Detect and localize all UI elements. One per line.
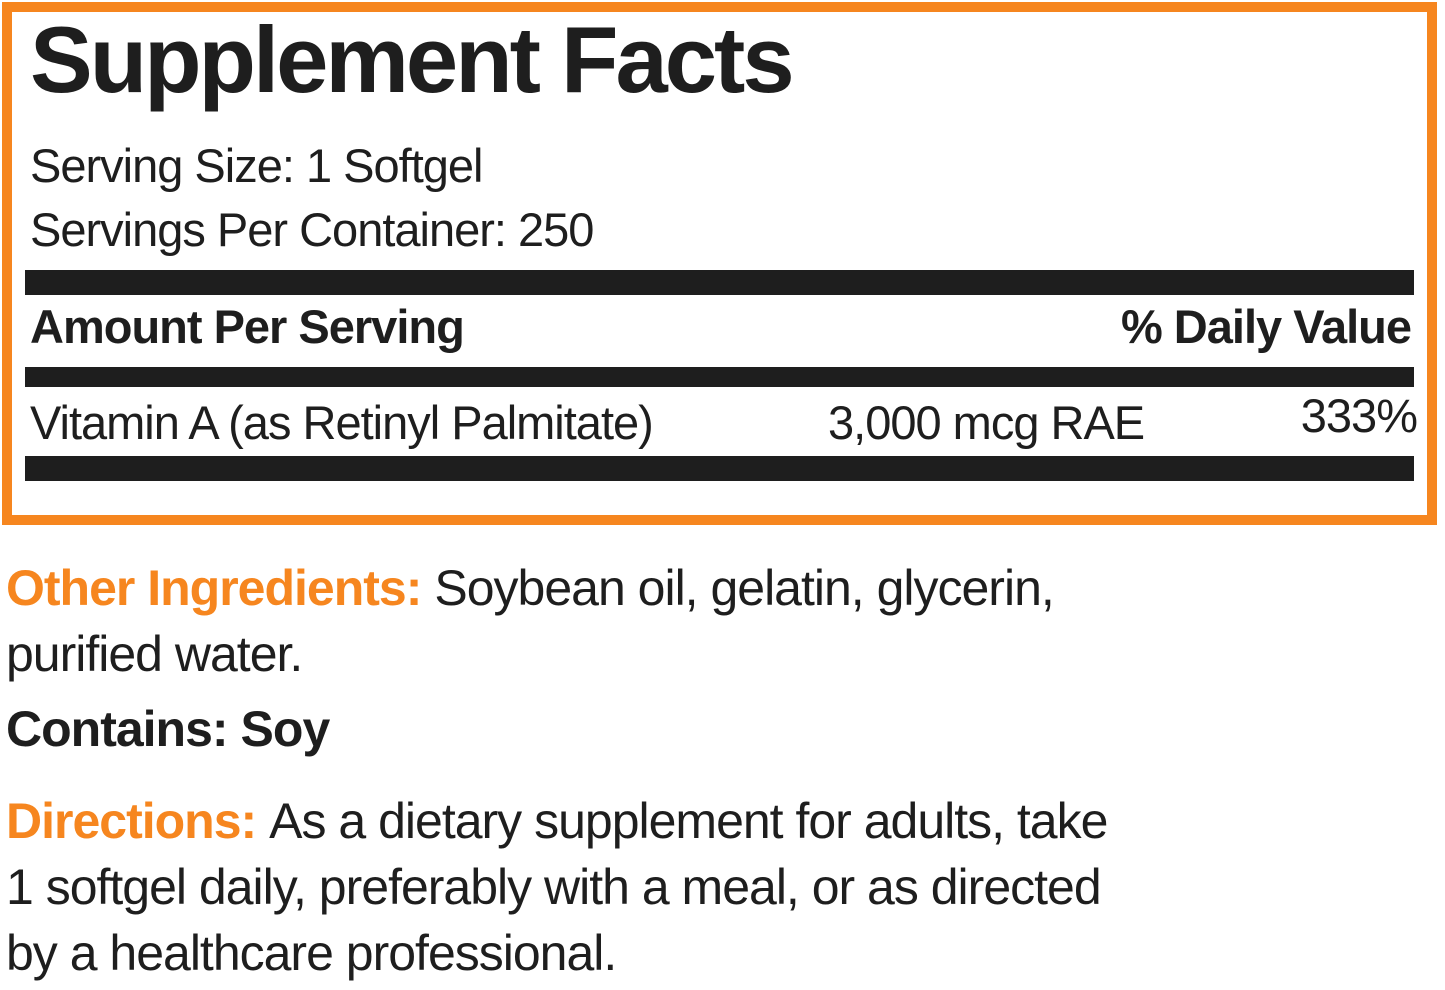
daily-value-header: % Daily Value	[1120, 300, 1412, 353]
other-ingredients-label: Other Ingredients:	[6, 560, 422, 616]
divider-bar-top	[25, 270, 1414, 295]
directions-line-2: 1 softgel daily, preferably with a meal,…	[6, 859, 1102, 915]
directions-text: As a dietary supplement for adults, take	[269, 793, 1108, 849]
nutrient-row: Vitamin A (as Retinyl Palmitate) 3,000 m…	[12, 389, 1427, 453]
supplement-facts-panel: Supplement Facts Serving Size: 1 Softgel…	[2, 2, 1437, 525]
servings-per-container-line: Servings Per Container: 250	[30, 203, 594, 256]
divider-bar-middle	[25, 367, 1414, 387]
serving-size-line: Serving Size: 1 Softgel	[30, 139, 484, 192]
nutrient-name: Vitamin A (as Retinyl Palmitate)	[30, 396, 654, 449]
directions-label: Directions:	[6, 793, 257, 849]
column-header-row: Amount Per Serving % Daily Value	[12, 297, 1427, 357]
nutrient-amount: 3,000 mcg RAE	[828, 396, 1145, 449]
contains-line: Contains: Soy	[6, 696, 1420, 762]
directions-line-3: by a healthcare professional.	[6, 925, 617, 981]
serving-info: Serving Size: 1 Softgel Servings Per Con…	[12, 134, 1427, 262]
other-ingredients-line-2: purified water.	[6, 626, 303, 682]
contains-label: Contains:	[6, 701, 229, 757]
amount-per-serving-header: Amount Per Serving	[30, 300, 465, 353]
directions-paragraph: Directions: As a dietary supplement for a…	[6, 788, 1420, 986]
other-ingredients-paragraph: Other Ingredients: Soybean oil, gelatin, …	[6, 555, 1420, 687]
panel-title: Supplement Facts	[30, 7, 795, 112]
directions-line-1: Directions: As a dietary supplement for a…	[6, 788, 1420, 854]
other-ingredients-text: Soybean oil, gelatin, glycerin,	[434, 560, 1054, 616]
other-ingredients-line-1: Other Ingredients: Soybean oil, gelatin, …	[6, 555, 1420, 621]
nutrient-daily-value: 333%	[1300, 389, 1418, 442]
divider-bar-bottom	[25, 456, 1414, 481]
contains-value: Soy	[240, 701, 331, 757]
